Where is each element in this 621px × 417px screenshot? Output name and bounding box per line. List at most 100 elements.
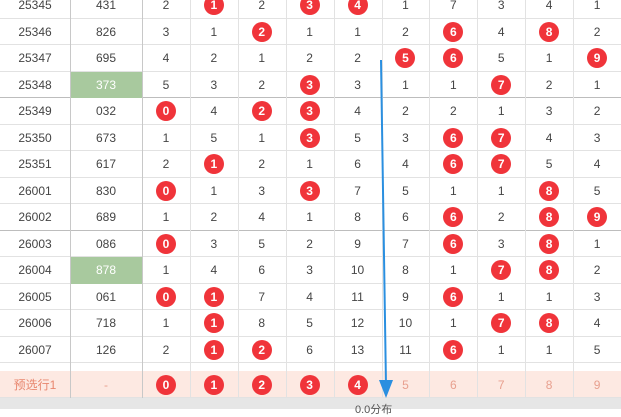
- preselect-digit-cell[interactable]: 4: [334, 371, 382, 398]
- digit-cell: 3: [258, 183, 266, 198]
- digit-cell: 8: [402, 263, 409, 278]
- hit-ball: 1: [203, 0, 224, 16]
- digit-cell: 4: [354, 104, 361, 119]
- table-row: 26001 830 0 1 3 3 7 5 1 1 8 5: [0, 178, 621, 204]
- hit-ball: 3: [299, 0, 320, 16]
- digit-cell: 2: [258, 77, 266, 92]
- digit-cell: 3: [593, 130, 601, 145]
- digit-cell: 6: [429, 337, 477, 364]
- preselect-digit-cell[interactable]: 3: [286, 371, 334, 398]
- digit-cell: 6: [306, 342, 313, 357]
- digit-cell: 4: [497, 24, 505, 39]
- digit-cell: 5: [593, 183, 601, 198]
- column-divider: [142, 0, 143, 398]
- preselect-digit-cell[interactable]: 6: [449, 377, 457, 392]
- hit-ball: 8: [539, 313, 560, 334]
- draw-number-cell: 826: [95, 24, 117, 39]
- preselect-digit-cell[interactable]: 0: [142, 371, 190, 398]
- hit-ball: 8: [539, 260, 560, 281]
- digit-cell: 2: [162, 157, 170, 172]
- digit-cell: 2: [354, 51, 361, 66]
- digit-cell: 3: [593, 289, 601, 304]
- hit-ball: 8: [539, 21, 560, 42]
- column-divider: [190, 0, 191, 398]
- period-cell: 25351: [18, 157, 52, 172]
- hit-ball: 1: [203, 313, 224, 334]
- digit-cell: 5: [402, 183, 409, 198]
- digit-cell: 3: [497, 0, 505, 13]
- digit-cell: 1: [545, 289, 553, 304]
- digit-cell: 2: [593, 24, 601, 39]
- hit-ball: 1: [203, 339, 224, 360]
- draw-number-cell: 126: [95, 342, 117, 357]
- digit-cell: 2: [593, 104, 601, 119]
- table-row: 26007 126 2 1 2 6 13 11 6 1 1 5: [0, 337, 621, 364]
- digit-cell: 13: [350, 342, 365, 357]
- digit-cell: 12: [350, 316, 365, 331]
- digit-cell: 1: [162, 210, 170, 225]
- selected-ball[interactable]: 3: [299, 374, 320, 395]
- period-cell: 25347: [18, 51, 52, 66]
- hit-ball: 7: [491, 154, 512, 175]
- digit-cell: 1: [162, 263, 170, 278]
- preselect-number: -: [104, 377, 108, 392]
- draw-number-cell: 431: [95, 0, 117, 13]
- period-cell: 25349: [18, 104, 52, 119]
- hit-ball: 0: [155, 233, 176, 254]
- selected-ball[interactable]: 0: [155, 374, 176, 395]
- hit-ball: 0: [155, 101, 176, 122]
- digit-cell: 1: [162, 316, 170, 331]
- digit-cell: 4: [210, 263, 218, 278]
- preselect-digit-cell[interactable]: 1: [190, 371, 238, 398]
- digit-cell: 7: [402, 236, 409, 251]
- digit-cell: 7: [477, 125, 525, 152]
- digit-cell: 6: [402, 210, 409, 225]
- preselect-digit-cell[interactable]: 5: [402, 377, 409, 392]
- preselect-digit-cell[interactable]: 8: [545, 377, 553, 392]
- column-divider: [573, 0, 574, 398]
- draw-number-cell: 373: [70, 71, 142, 98]
- digit-cell: 1: [190, 310, 238, 337]
- selected-ball[interactable]: 2: [251, 374, 272, 395]
- preselect-digit-cell[interactable]: 7: [497, 377, 505, 392]
- table-row: 26006 718 1 1 8 5 12 10 1 7 8 4: [0, 310, 621, 337]
- digit-cell: 9: [354, 236, 361, 251]
- digit-cell: 1: [210, 183, 218, 198]
- table-row: 25348 373 5 3 2 3 3 1 1 7 2 1: [0, 71, 621, 98]
- digit-cell: 3: [545, 104, 553, 119]
- digit-cell: 3: [210, 77, 218, 92]
- footer-label: 0.0分布: [355, 404, 393, 416]
- digit-cell: 7: [449, 0, 457, 13]
- hit-ball: 8: [539, 207, 560, 228]
- hit-ball: 5: [395, 48, 416, 69]
- digit-cell: 3: [162, 24, 170, 39]
- draw-number-cell: 718: [95, 316, 117, 331]
- preselect-digit-cell[interactable]: 9: [593, 377, 601, 392]
- digit-cell: 5: [258, 236, 266, 251]
- hit-ball: 8: [539, 180, 560, 201]
- column-divider: [525, 0, 526, 398]
- digit-cell: 1: [190, 151, 238, 178]
- digit-cell: 2: [402, 24, 409, 39]
- digit-cell: 1: [162, 130, 170, 145]
- hit-ball: 2: [251, 21, 272, 42]
- digit-cell: 1: [497, 104, 505, 119]
- preselect-digit-cell[interactable]: 2: [238, 371, 286, 398]
- digit-cell: 2: [162, 0, 170, 13]
- preselect-row[interactable]: 预选行1 - 0 1 2 3 4 5 6 7 8 9: [0, 371, 621, 398]
- selected-ball[interactable]: 1: [203, 374, 224, 395]
- table-footer: [0, 398, 621, 409]
- digit-cell: 1: [306, 157, 313, 172]
- digit-cell: 2: [238, 98, 286, 125]
- digit-cell: 4: [334, 0, 382, 19]
- digit-cell: 9: [573, 204, 621, 231]
- selected-ball[interactable]: 4: [347, 374, 368, 395]
- digit-cell: 1: [497, 183, 505, 198]
- digit-cell: 1: [449, 316, 457, 331]
- digit-cell: 6: [258, 263, 266, 278]
- hit-ball: 6: [443, 154, 464, 175]
- column-divider: [382, 0, 383, 398]
- digit-cell: 2: [210, 210, 218, 225]
- preselect-label: 预选行1: [13, 378, 57, 392]
- period-cell: 26001: [18, 183, 52, 198]
